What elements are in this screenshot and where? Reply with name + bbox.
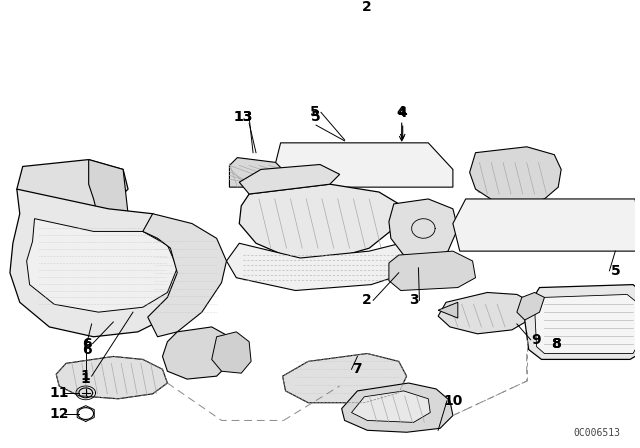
Text: 5: 5 bbox=[310, 105, 320, 119]
Polygon shape bbox=[534, 294, 637, 353]
Text: 12: 12 bbox=[49, 406, 69, 421]
Text: 4: 4 bbox=[398, 106, 408, 121]
Polygon shape bbox=[10, 189, 192, 337]
Text: 1: 1 bbox=[81, 372, 91, 386]
Polygon shape bbox=[143, 214, 227, 337]
Text: 2: 2 bbox=[362, 293, 372, 307]
Text: 13: 13 bbox=[234, 110, 253, 124]
Text: 8: 8 bbox=[552, 336, 561, 351]
Text: 11: 11 bbox=[49, 386, 69, 400]
Polygon shape bbox=[239, 184, 399, 261]
Polygon shape bbox=[453, 199, 640, 251]
Polygon shape bbox=[389, 251, 476, 290]
Polygon shape bbox=[227, 241, 413, 290]
Text: 10: 10 bbox=[444, 394, 463, 408]
Text: 5: 5 bbox=[311, 110, 321, 124]
Text: 0C006513: 0C006513 bbox=[573, 428, 620, 438]
Polygon shape bbox=[438, 293, 532, 334]
Text: 6: 6 bbox=[82, 343, 92, 357]
Text: 8: 8 bbox=[552, 336, 561, 351]
Polygon shape bbox=[56, 357, 168, 399]
Polygon shape bbox=[276, 143, 453, 187]
Text: 7: 7 bbox=[353, 362, 362, 376]
Polygon shape bbox=[239, 164, 340, 194]
Text: 13: 13 bbox=[234, 110, 253, 124]
Text: 2: 2 bbox=[362, 0, 372, 14]
Polygon shape bbox=[470, 147, 561, 204]
Polygon shape bbox=[229, 158, 285, 187]
Polygon shape bbox=[438, 302, 458, 318]
Polygon shape bbox=[27, 219, 177, 312]
Text: 6: 6 bbox=[82, 336, 92, 351]
Polygon shape bbox=[389, 199, 458, 261]
Polygon shape bbox=[517, 293, 545, 320]
Polygon shape bbox=[89, 159, 128, 224]
Polygon shape bbox=[212, 332, 251, 373]
Polygon shape bbox=[17, 159, 128, 214]
Polygon shape bbox=[342, 383, 453, 432]
Text: 9: 9 bbox=[532, 333, 541, 347]
Polygon shape bbox=[525, 284, 640, 359]
Polygon shape bbox=[351, 391, 430, 422]
Polygon shape bbox=[283, 353, 406, 403]
Text: 3: 3 bbox=[409, 293, 419, 307]
Text: 4: 4 bbox=[397, 105, 406, 119]
Text: 1: 1 bbox=[81, 369, 91, 383]
Text: 5: 5 bbox=[611, 264, 620, 278]
Polygon shape bbox=[163, 327, 232, 379]
